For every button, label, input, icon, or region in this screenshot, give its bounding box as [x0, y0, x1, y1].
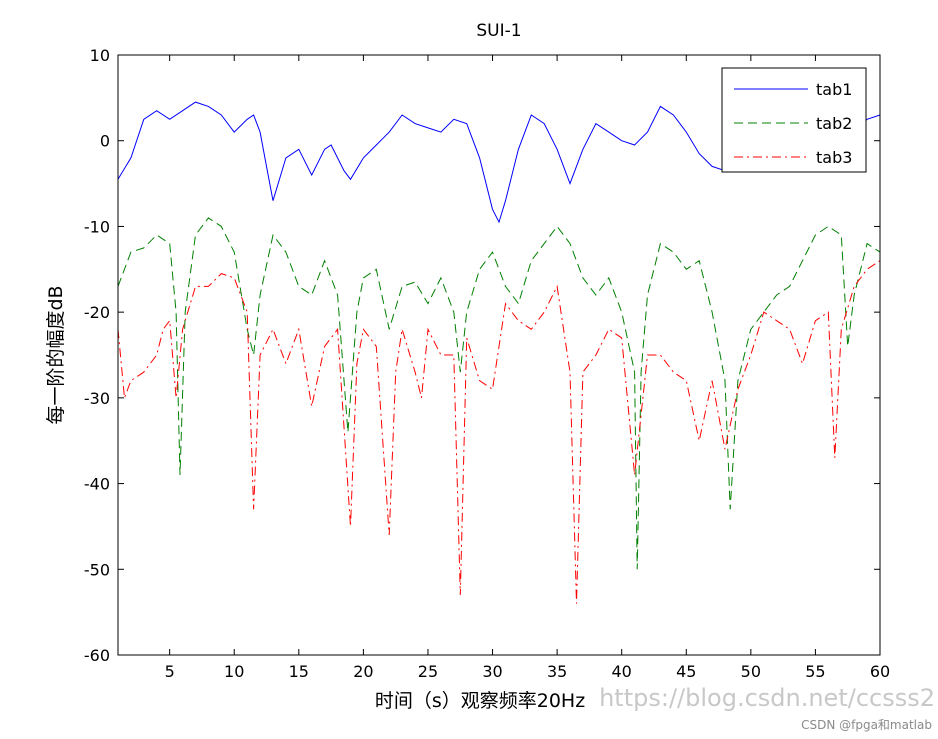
y-tick-label: -60: [84, 646, 110, 665]
legend-label-tab3: tab3: [816, 148, 852, 167]
y-tick-label: 0: [100, 132, 110, 151]
y-tick-label: -50: [84, 560, 110, 579]
y-tick-label: 10: [90, 46, 110, 65]
y-tick-label: -20: [84, 303, 110, 322]
credit-text: CSDN @fpga和matlab: [801, 718, 932, 732]
y-axis-label: 每一阶的幅度dB: [45, 285, 67, 424]
legend-label-tab1: tab1: [816, 80, 852, 99]
x-tick-label: 20: [353, 662, 373, 681]
x-tick-label: 60: [870, 662, 890, 681]
x-tick-label: 15: [289, 662, 309, 681]
x-tick-label: 35: [547, 662, 567, 681]
y-axis: 10 0 -10 -20 -30 -40 -50 -60: [84, 46, 880, 665]
x-tick-label: 40: [612, 662, 632, 681]
watermark: https://blog.csdn.net/ccsss2: [599, 684, 935, 712]
series-line-tab2: [117, 217, 881, 570]
y-tick-label: -30: [84, 389, 110, 408]
x-tick-label: 25: [418, 662, 438, 681]
legend-label-tab2: tab2: [816, 114, 852, 133]
x-tick-label: 50: [741, 662, 761, 681]
x-tick-label: 30: [482, 662, 502, 681]
x-axis: 5 10 15 20 25 30 35 40 45 50 55 60: [165, 55, 890, 681]
x-tick-label: 45: [676, 662, 696, 681]
y-tick-label: -40: [84, 475, 110, 494]
legend: tab1 tab2 tab3: [721, 67, 867, 173]
x-tick-label: 10: [224, 662, 244, 681]
y-tick-label: -10: [84, 217, 110, 236]
legend-box: [721, 67, 867, 173]
x-tick-label: 5: [165, 662, 175, 681]
chart-title: SUI-1: [476, 21, 521, 41]
x-tick-label: 55: [805, 662, 825, 681]
axes-frame: [117, 54, 881, 656]
x-axis-label: 时间（s）观察频率20Hz: [375, 690, 585, 712]
